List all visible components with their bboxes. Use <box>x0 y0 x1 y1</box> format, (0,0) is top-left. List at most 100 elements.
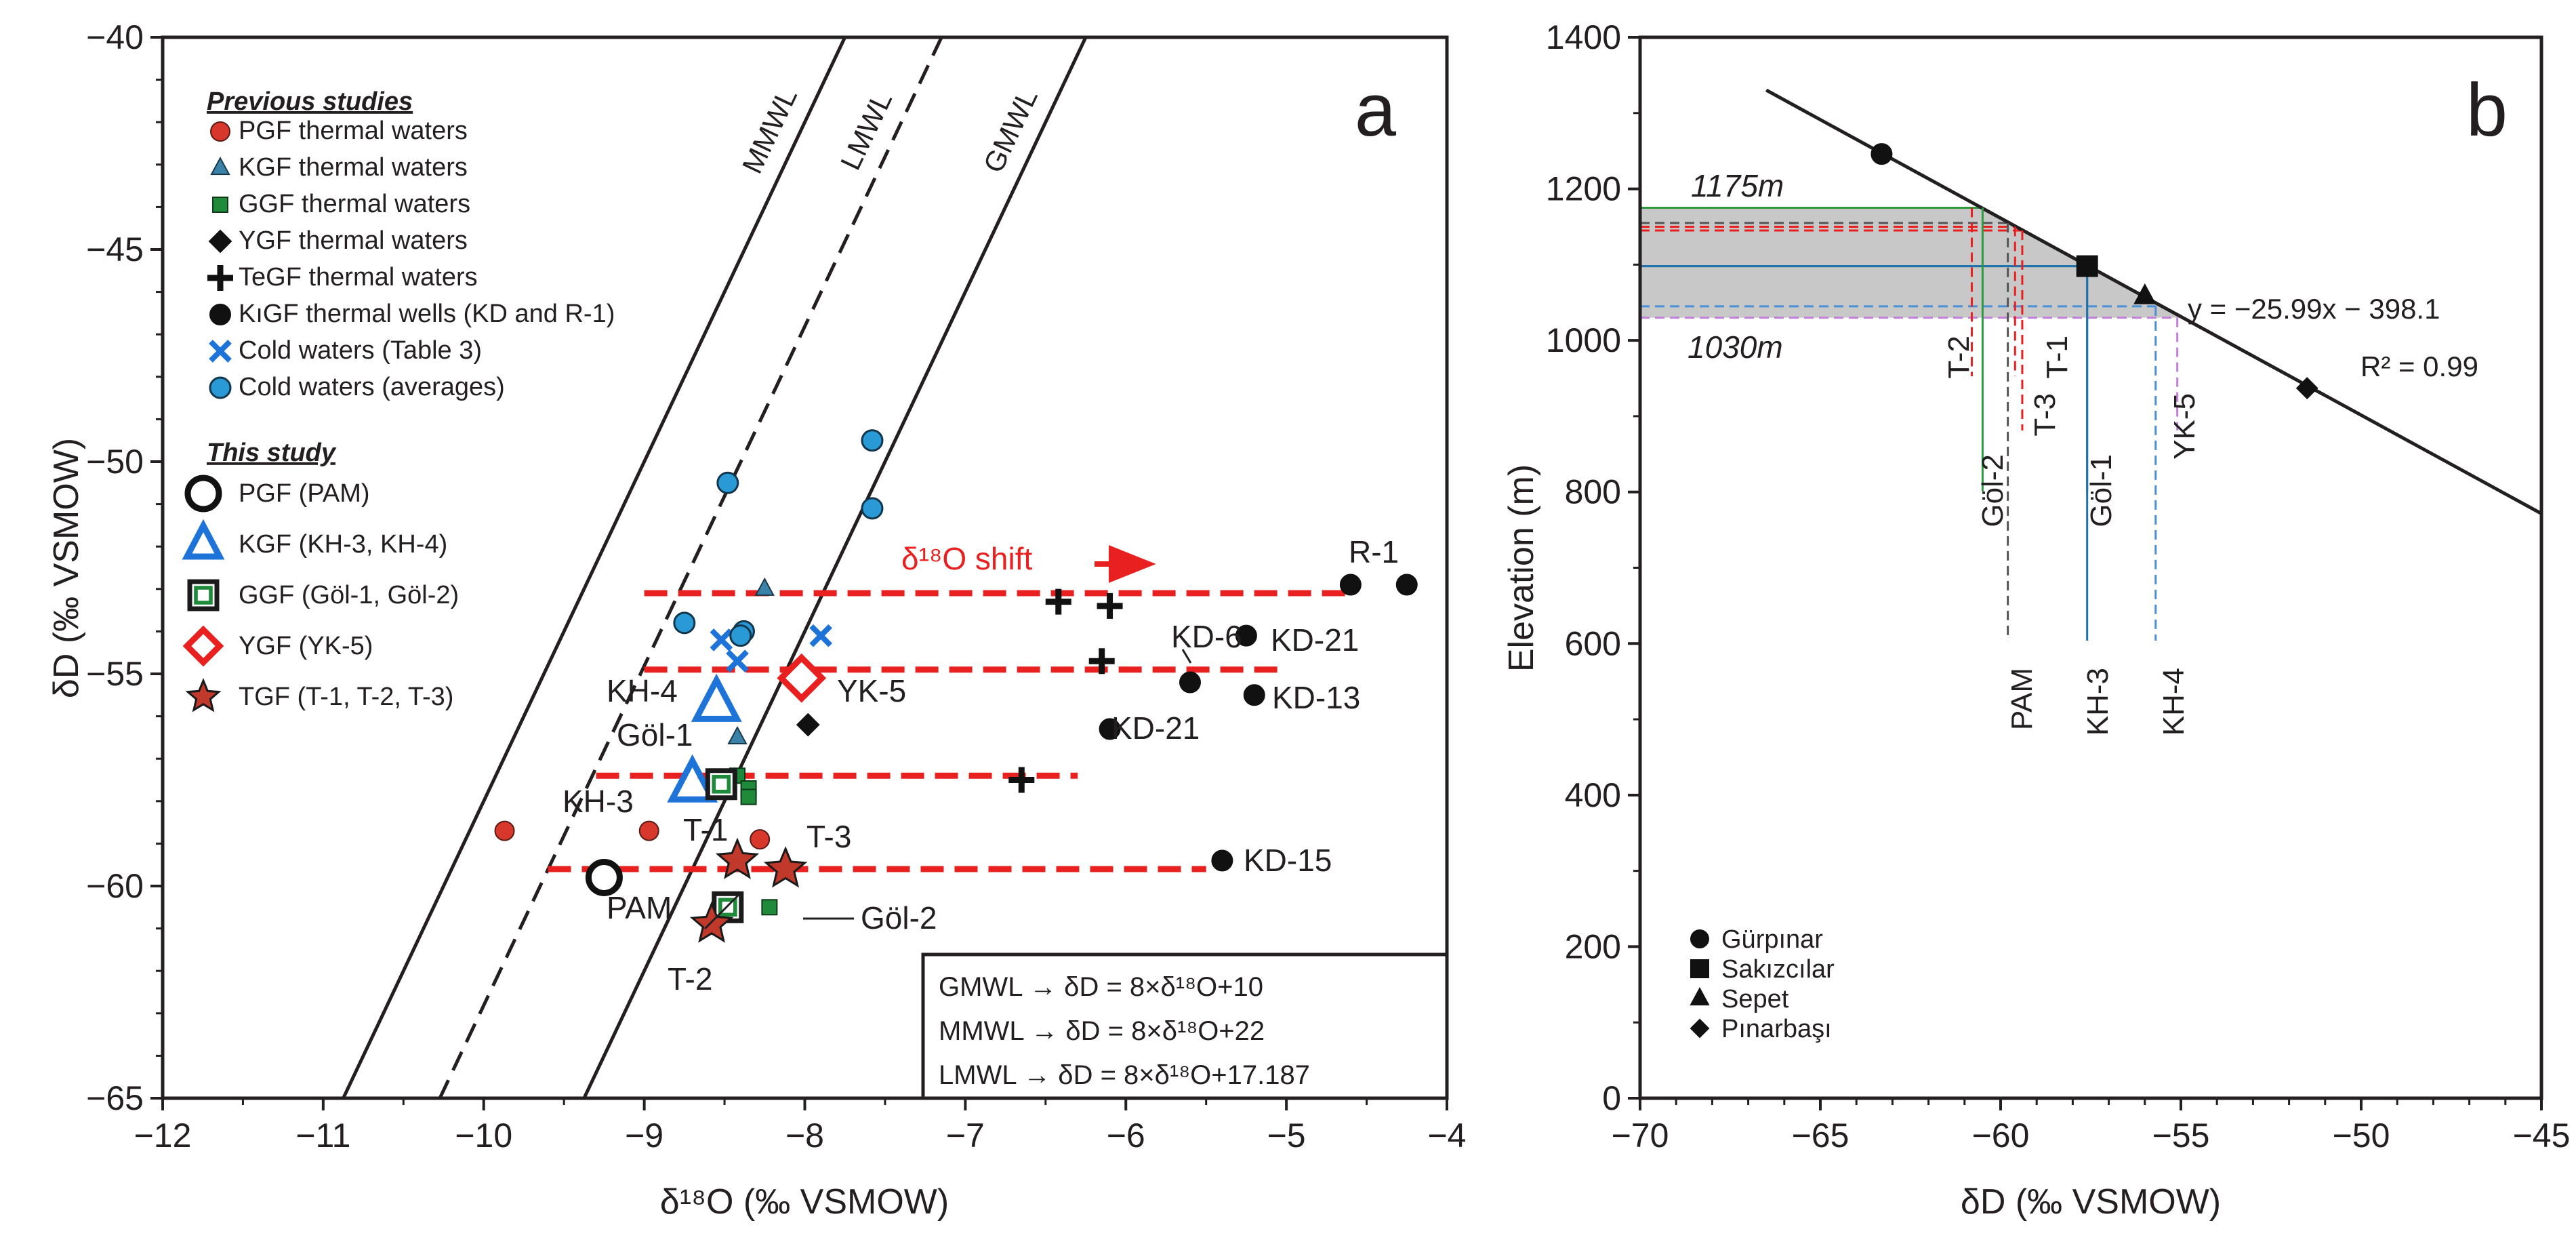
b-y-axis-label: Elevation (m) <box>1502 464 1541 672</box>
a-point-pgf-pam-0 <box>585 858 623 896</box>
a-equation-frame <box>921 952 1449 1100</box>
a-point-ggf-g-l-1-g-l-2-1-inner <box>718 898 737 917</box>
a-point-cold-waters-table-3-2 <box>809 624 833 647</box>
a-point-ggf-g-l-1-g-l-2-0-inner <box>712 774 731 794</box>
a-legend-label-ggf-thermal-waters: GGF thermal waters <box>239 190 470 218</box>
a-legend-marker-kgf-kh-3-kh-4 <box>182 519 225 560</box>
a-legend-marker-tegf-thermal-waters <box>207 265 233 291</box>
a-point-tegf-thermal-waters-3 <box>1008 767 1035 793</box>
b-data-marks: T-2 T-3 T-1 PAM Göl-2 Göl-1 KH-3 KH-4 YK-5 <box>1870 143 2318 736</box>
a-point-tgf-t-1-t-2-t-3-2 <box>763 846 808 888</box>
b-sample-label-g-l-2: Göl-2 <box>1976 454 2009 527</box>
a-line-label-lmwl: LMWL <box>834 87 898 175</box>
a-y-tick-label-4: −45 <box>86 230 144 268</box>
a-y-tick-label-0: −65 <box>86 1079 144 1117</box>
a-point-cold-waters-table-3-0 <box>710 628 733 651</box>
b-y-tick-label-3: 600 <box>1565 624 1621 662</box>
a-legend-marker-pgf-pam <box>184 475 222 513</box>
a-point-label-yk-5-11: YK-5 <box>837 673 906 708</box>
b-y-tick-label-4: 800 <box>1565 473 1621 511</box>
b-regression-r2: R² = 0.99 <box>2360 350 2478 382</box>
b-legend-label-g-rp-nar: Gürpınar <box>1721 925 1823 954</box>
a-point-pgf-thermal-waters-0 <box>494 820 515 841</box>
b-band-bottom-label: 1030m <box>1688 329 1783 365</box>
a-shift-arrow <box>1095 545 1156 583</box>
a-legend-marker-kgf-thermal-waters <box>210 156 230 176</box>
b-sample-label-t-1: T-1 <box>2041 336 2074 379</box>
b-legend-label-sepet: Sepet <box>1721 985 1789 1013</box>
a-legend-marker-ggf-g-l-1-g-l-2-inner <box>194 586 213 605</box>
a-x-tick-label-4: −8 <box>785 1117 824 1154</box>
b-sample-label-yk-5: YK-5 <box>2168 393 2201 460</box>
a-legend-label-ygf-yk-5: YGF (YK-5) <box>239 632 373 660</box>
b-band-top-label: 1175m <box>1691 168 1784 203</box>
a-point-cold-waters-averages-5 <box>729 624 752 647</box>
a-legend-label-cold-waters-table-3: Cold waters (Table 3) <box>239 336 482 365</box>
a-equation-box: GMWL → δD = 8×δ¹⁸O+10 MMWL → δD = 8×δ¹⁸O… <box>921 952 1449 1100</box>
a-point-label-g-l-2-13: Göl-2 <box>861 900 937 936</box>
a-point-label-pam-12: PAM <box>607 890 672 925</box>
a-point-pgf-thermal-waters-2 <box>750 829 771 850</box>
a-y-axis-label: δD (‰ VSMOW) <box>47 438 86 698</box>
a-x-tick-label-7: −5 <box>1267 1117 1306 1154</box>
a-point-k-gf-thermal-wells-6 <box>1211 849 1233 872</box>
a-y-tick-label-1: −60 <box>86 867 144 905</box>
a-legend-label-ggf-g-l-1-g-l-2: GGF (Göl-1, Göl-2) <box>239 581 459 609</box>
b-panel-label: b <box>2466 68 2508 152</box>
a-axes: −12 −11 −10 −9 −8 −7 −6 −5 −4 −65 −60 −55 −50 −45 −40 <box>86 18 1466 1154</box>
a-legend-label-pgf-pam: PGF (PAM) <box>239 479 370 508</box>
a-point-kgf-kh-3-kh-4-0 <box>667 754 718 803</box>
b-y-tick-label-2: 400 <box>1565 776 1621 814</box>
a-point-label-kd-6-1: KD-6 <box>1171 619 1242 654</box>
a-line-lmwl <box>438 37 943 1098</box>
a-point-ggf-g-l-1-g-l-2-0 <box>705 768 737 801</box>
b-point-sak-zc-lar-0 <box>2076 255 2098 277</box>
a-point-tgf-t-1-t-2-t-3-0 <box>715 837 760 879</box>
chart-panel-b: T-2 T-3 T-1 PAM Göl-2 Göl-1 KH-3 KH-4 YK-5 −70 −6… <box>1502 18 2570 1222</box>
a-point-k-gf-thermal-wells-2 <box>1235 624 1257 647</box>
a-point-ygf-thermal-waters-0 <box>796 712 820 737</box>
a-legend-label-cold-waters-averages: Cold waters (averages) <box>239 373 505 401</box>
a-legend-label-tegf-thermal-waters: TeGF thermal waters <box>239 263 478 292</box>
a-y-tick-label-3: −50 <box>86 443 144 481</box>
b-y-tick-label-0: 0 <box>1602 1079 1621 1117</box>
b-x-tick-label-5: −45 <box>2513 1117 2571 1154</box>
a-legend-marker-tgf-t-1-t-2-t-3 <box>185 678 222 712</box>
b-sample-label-pam: PAM <box>2005 668 2039 730</box>
b-sample-label-g-l-1: Göl-1 <box>2085 454 2118 527</box>
a-legend-marker-ggf-g-l-1-g-l-2-outer <box>187 579 220 611</box>
a-legend: Previous studies This study PGF thermal … <box>182 87 615 712</box>
b-legend-marker-p-narba <box>1690 1018 1710 1039</box>
a-point-label-g-l-1-7: Göl-1 <box>617 717 693 752</box>
a-point-label-kd-13-3: KD-13 <box>1272 680 1360 715</box>
a-equation-mmwl: MMWL → δD = 8×δ¹⁸O+22 <box>939 1016 1265 1046</box>
a-legend-marker-cold-waters-table-3 <box>209 340 232 363</box>
b-regression-equation: y = −25.99x − 398.1 <box>2188 293 2440 325</box>
a-equation-lmwl: LMWL → δD = 8×δ¹⁸O+17.187 <box>939 1060 1310 1090</box>
b-legend-marker-g-rp-nar <box>1690 929 1709 948</box>
a-point-label-t-2-14: T-2 <box>668 961 712 997</box>
a-leader-pam <box>703 893 740 930</box>
a-point-k-gf-thermal-wells-1 <box>1395 574 1418 596</box>
a-line-gmwl <box>582 37 1088 1098</box>
a-legend-header-this: This study <box>207 439 337 467</box>
a-point-cold-waters-averages-2 <box>861 497 884 520</box>
a-point-label-kd-15-5: KD-15 <box>1244 843 1332 878</box>
a-legend-marker-ggf-thermal-waters <box>212 197 228 213</box>
b-sample-label-kh-3: KH-3 <box>2081 668 2114 736</box>
a-point-cold-waters-table-3-1 <box>726 649 749 673</box>
a-point-label-r-1-0: R-1 <box>1349 534 1399 569</box>
a-legend-marker-k-gf-thermal-wells-kd-and-r-1 <box>209 304 231 325</box>
a-legend-label-pgf-thermal-waters: PGF thermal waters <box>239 117 468 145</box>
a-x-axis-label: δ¹⁸O (‰ VSMOW) <box>660 1182 949 1222</box>
a-legend-marker-ggf-g-l-1-g-l-2 <box>187 579 220 611</box>
b-y-tick-label-5: 1000 <box>1546 321 1621 359</box>
a-point-label-kh-4-6: KH-4 <box>607 673 678 708</box>
a-legend-header-previous: Previous studies <box>207 87 413 116</box>
a-line-mmwl <box>341 37 847 1098</box>
a-point-kgf-thermal-waters-0 <box>754 577 775 596</box>
a-point-label-kd-21-4: KD-21 <box>1111 710 1200 746</box>
a-x-tick-label-3: −9 <box>625 1117 663 1154</box>
a-x-tick-label-2: −10 <box>455 1117 512 1154</box>
